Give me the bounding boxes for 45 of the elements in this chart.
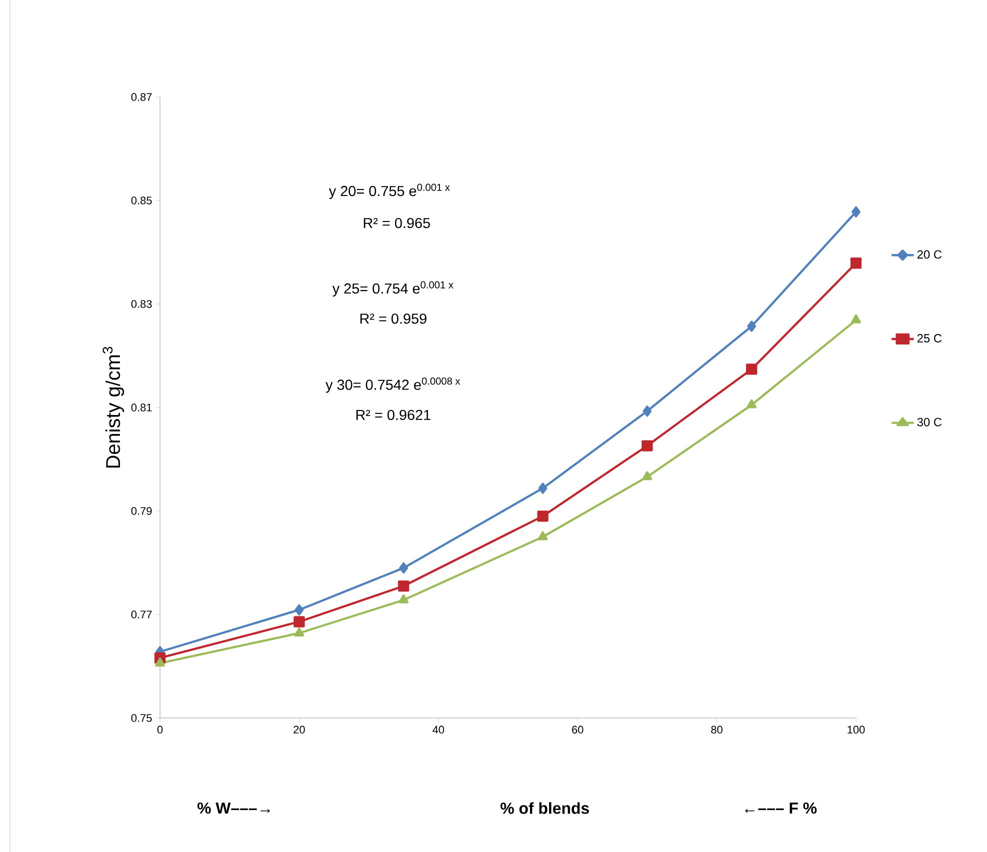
point bbox=[538, 482, 548, 494]
y-axis-title: Denisty g/cm$^{3}$ bbox=[102, 346, 124, 468]
x-axis-title: % of blends bbox=[500, 802, 589, 814]
y-tick-label: 0.81 bbox=[131, 404, 152, 412]
legend-label: 25 C bbox=[917, 334, 942, 343]
text: % W–––→ bbox=[197, 802, 270, 814]
point bbox=[852, 206, 860, 218]
annotation: R² = 0.9621 bbox=[356, 410, 430, 420]
point bbox=[850, 258, 862, 269]
point bbox=[155, 658, 165, 666]
annotation: y 30= 0.7542 e$^{0.0008 x}$ bbox=[326, 378, 460, 393]
text: ←––– F % bbox=[745, 802, 817, 814]
point bbox=[537, 510, 548, 522]
point bbox=[294, 616, 305, 628]
point bbox=[746, 364, 758, 375]
y-tick-label: 0.85 bbox=[131, 196, 152, 204]
y-tick-label: 0.87 bbox=[131, 93, 152, 101]
point bbox=[294, 628, 304, 636]
legend-label: 20 C bbox=[917, 250, 942, 259]
point bbox=[851, 314, 861, 324]
point bbox=[642, 406, 652, 417]
y-tick-label: 0.79 bbox=[131, 507, 152, 515]
x-tick-label: 40 bbox=[432, 726, 444, 734]
y-tick-label: 0.77 bbox=[131, 610, 152, 618]
x-tick-label: 20 bbox=[294, 726, 305, 734]
annotation: y 20= 0.755 e$^{0.001 x}$ bbox=[328, 184, 450, 200]
point bbox=[398, 594, 409, 604]
x-tick-label: 0 bbox=[157, 726, 163, 734]
x-tick-label: 100 bbox=[848, 726, 865, 734]
y-tick-label: 0.75 bbox=[131, 714, 152, 722]
point bbox=[747, 320, 756, 332]
x-tick-label: 80 bbox=[711, 726, 722, 734]
annotation: y 25= 0.754 e$^{0.001 x}$ bbox=[332, 281, 454, 297]
x-tick-label: 60 bbox=[572, 726, 584, 734]
point bbox=[642, 471, 652, 480]
point bbox=[746, 399, 757, 408]
point bbox=[642, 440, 653, 452]
annotation: R² = 0.959 bbox=[360, 314, 426, 324]
point bbox=[398, 580, 410, 592]
point bbox=[294, 604, 304, 616]
legend-label: 30 C bbox=[917, 418, 942, 426]
y-tick-label: 0.83 bbox=[131, 300, 152, 308]
point bbox=[538, 531, 548, 540]
annotation: R² = 0.965 bbox=[364, 218, 430, 228]
point bbox=[399, 562, 408, 574]
